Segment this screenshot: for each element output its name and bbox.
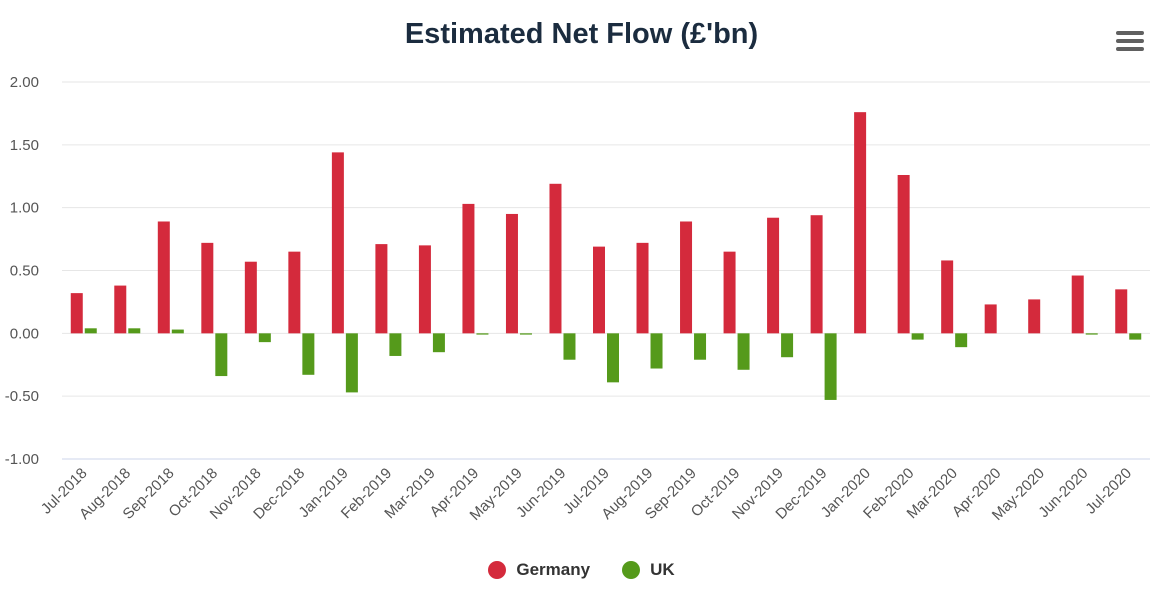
legend-marker-germany: [488, 561, 507, 579]
bar-germany-may-2019[interactable]: [505, 213, 518, 334]
bar-germany-nov-2018[interactable]: [244, 261, 257, 334]
y-tick-label: 0.50: [10, 263, 39, 280]
bar-germany-mar-2020[interactable]: [941, 260, 954, 334]
bar-uk-feb-2019[interactable]: [389, 333, 402, 356]
y-tick-label: -1.00: [5, 451, 39, 468]
bar-germany-jul-2019[interactable]: [593, 246, 605, 334]
bar-uk-mar-2019[interactable]: [432, 333, 445, 353]
bar-uk-jun-2020[interactable]: [1085, 333, 1098, 335]
legend: Germany UK: [0, 560, 1163, 580]
bar-germany-jul-2020[interactable]: [1115, 289, 1128, 334]
bar-uk-feb-2020[interactable]: [911, 333, 924, 340]
legend-marker-uk: [622, 561, 641, 579]
bar-germany-dec-2018[interactable]: [288, 251, 301, 334]
bar-germany-dec-2019[interactable]: [810, 215, 823, 334]
bar-uk-oct-2019[interactable]: [737, 333, 750, 370]
bar-germany-apr-2019[interactable]: [462, 203, 475, 334]
legend-item-uk[interactable]: UK: [622, 560, 675, 580]
y-tick-label: 0.00: [10, 325, 39, 342]
bar-germany-jun-2019[interactable]: [549, 183, 562, 334]
y-tick-label: 1.00: [10, 200, 39, 217]
bar-germany-nov-2019[interactable]: [767, 217, 780, 334]
gridlines: [62, 81, 1150, 397]
legend-label-uk: UK: [650, 560, 675, 579]
bar-germany-sep-2019[interactable]: [680, 221, 693, 334]
legend-item-germany[interactable]: Germany: [488, 560, 590, 580]
bar-germany-oct-2019[interactable]: [723, 251, 736, 334]
bar-uk-dec-2018[interactable]: [302, 333, 315, 375]
bar-uk-oct-2018[interactable]: [215, 333, 228, 377]
bar-uk-aug-2018[interactable]: [128, 328, 141, 334]
bar-uk-may-2019[interactable]: [519, 333, 532, 335]
legend-label-germany: Germany: [516, 560, 591, 579]
bar-uk-dec-2019[interactable]: [824, 333, 837, 400]
chart-title: Estimated Net Flow (£'bn): [404, 18, 759, 50]
bar-uk-jul-2019[interactable]: [607, 333, 619, 383]
bar-uk-jan-2019[interactable]: [345, 333, 358, 393]
bar-germany-sep-2018[interactable]: [157, 221, 170, 334]
bar-germany-aug-2018[interactable]: [114, 285, 127, 334]
bar-germany-aug-2019[interactable]: [636, 242, 649, 334]
y-tick-label: 2.00: [10, 74, 39, 91]
bar-germany-jan-2019[interactable]: [331, 152, 344, 334]
bar-germany-may-2020[interactable]: [1028, 299, 1041, 334]
bar-germany-mar-2019[interactable]: [418, 245, 431, 334]
bar-germany-feb-2020[interactable]: [897, 174, 910, 334]
bar-germany-jun-2020[interactable]: [1071, 275, 1084, 334]
bar-uk-sep-2019[interactable]: [694, 333, 707, 360]
bar-germany-apr-2020[interactable]: [984, 304, 997, 334]
bars: [70, 112, 1142, 400]
x-tick-label: Jul-2020: [1082, 465, 1135, 518]
y-axis-ticks: 2.00 1.50 1.00 0.50 0.00 -0.50 -1.00: [5, 74, 39, 468]
bar-germany-feb-2019[interactable]: [375, 244, 388, 334]
y-tick-label: 1.50: [10, 137, 39, 154]
bar-uk-apr-2019[interactable]: [476, 333, 489, 335]
bar-germany-oct-2018[interactable]: [201, 242, 214, 334]
bar-germany-jan-2020[interactable]: [854, 112, 867, 334]
hamburger-menu-icon[interactable]: [1116, 31, 1144, 55]
x-axis-ticks: Jul-2018Aug-2018Sep-2018Oct-2018Nov-2018…: [38, 465, 1135, 524]
bar-uk-jul-2018[interactable]: [84, 328, 97, 334]
bar-uk-aug-2019[interactable]: [650, 333, 663, 369]
bar-uk-nov-2018[interactable]: [258, 333, 271, 343]
bar-uk-nov-2019[interactable]: [781, 333, 794, 358]
bar-uk-jul-2020[interactable]: [1129, 333, 1142, 340]
y-tick-label: -0.50: [5, 388, 39, 405]
bar-uk-jun-2019[interactable]: [563, 333, 576, 360]
bar-uk-sep-2018[interactable]: [171, 329, 184, 334]
bar-uk-mar-2020[interactable]: [955, 333, 968, 348]
bar-germany-jul-2018[interactable]: [70, 293, 83, 334]
